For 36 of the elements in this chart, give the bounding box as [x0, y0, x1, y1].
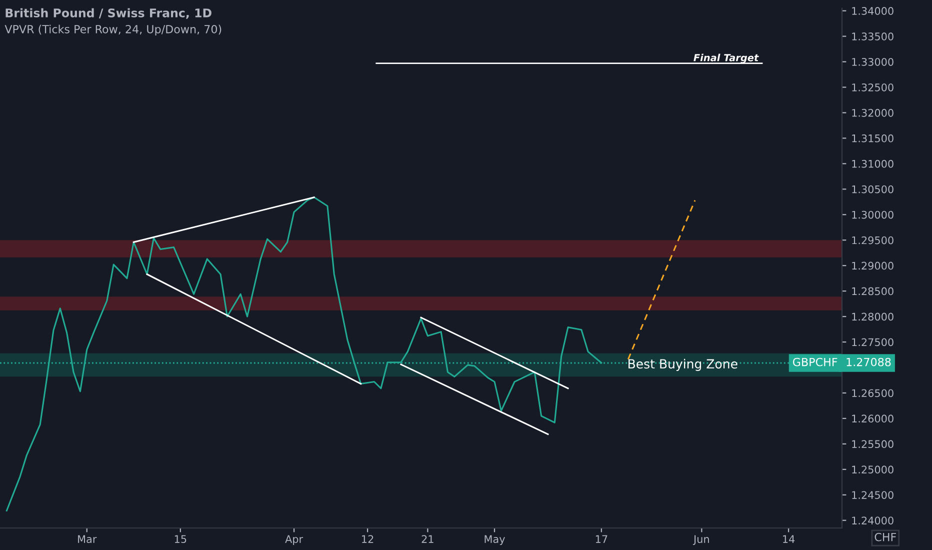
- ref-line-label: Final Target: [694, 54, 759, 64]
- y-tick-label: 1.28500: [852, 287, 894, 296]
- x-tick-label: May: [484, 535, 505, 546]
- x-tick-label: 14: [783, 535, 795, 543]
- chart-title: British Pound / Swiss Franc, 1D: [6, 8, 212, 19]
- y-tick-label: 1.26000: [852, 414, 894, 423]
- y-tick-label: 1.29500: [852, 236, 894, 244]
- x-tick-label: 12: [362, 535, 374, 543]
- y-tick-label: 1.26500: [852, 389, 894, 398]
- y-tick-label: 1.27500: [852, 338, 894, 346]
- y-tick-label: 1.29000: [852, 262, 894, 270]
- text: VPVR (Ticks Per Row, 24, Up/Down, 70): [4, 24, 222, 36]
- y-tick-label: 1.30500: [852, 185, 894, 194]
- y-tick-label: 1.30000: [852, 210, 894, 219]
- x-tick-label: 15: [174, 535, 186, 544]
- y-tick-label: 1.34000: [852, 7, 894, 15]
- y-tick-label: 1.24000: [852, 516, 894, 524]
- y-axis-title: CHF: [874, 532, 896, 542]
- y-tick-label: 1.24500: [852, 491, 894, 499]
- band-label: Best Buying Zone: [628, 358, 738, 371]
- annotation: 1.27088: [846, 358, 891, 366]
- ref-line-label: GBPCHF: [792, 358, 838, 366]
- x-tick-label: 21: [422, 535, 434, 543]
- y-tick-label: 1.28000: [852, 312, 894, 321]
- y-tick-label: 1.32000: [852, 108, 894, 117]
- y-tick-label: 1.31500: [852, 134, 894, 142]
- y-tick-label: 1.33000: [852, 58, 894, 66]
- y-tick-label: 1.33500: [852, 32, 894, 40]
- x-tick-label: Mar: [78, 535, 97, 544]
- x-tick-label: 17: [596, 535, 608, 543]
- y-tick-label: 1.25500: [852, 440, 894, 448]
- y-tick-label: 1.32500: [852, 83, 894, 92]
- y-tick-label: 1.31000: [852, 160, 894, 168]
- x-tick-label: Jun: [692, 535, 709, 545]
- x-tick-label: Apr: [285, 535, 304, 546]
- y-tick-label: 1.25000: [852, 466, 894, 474]
